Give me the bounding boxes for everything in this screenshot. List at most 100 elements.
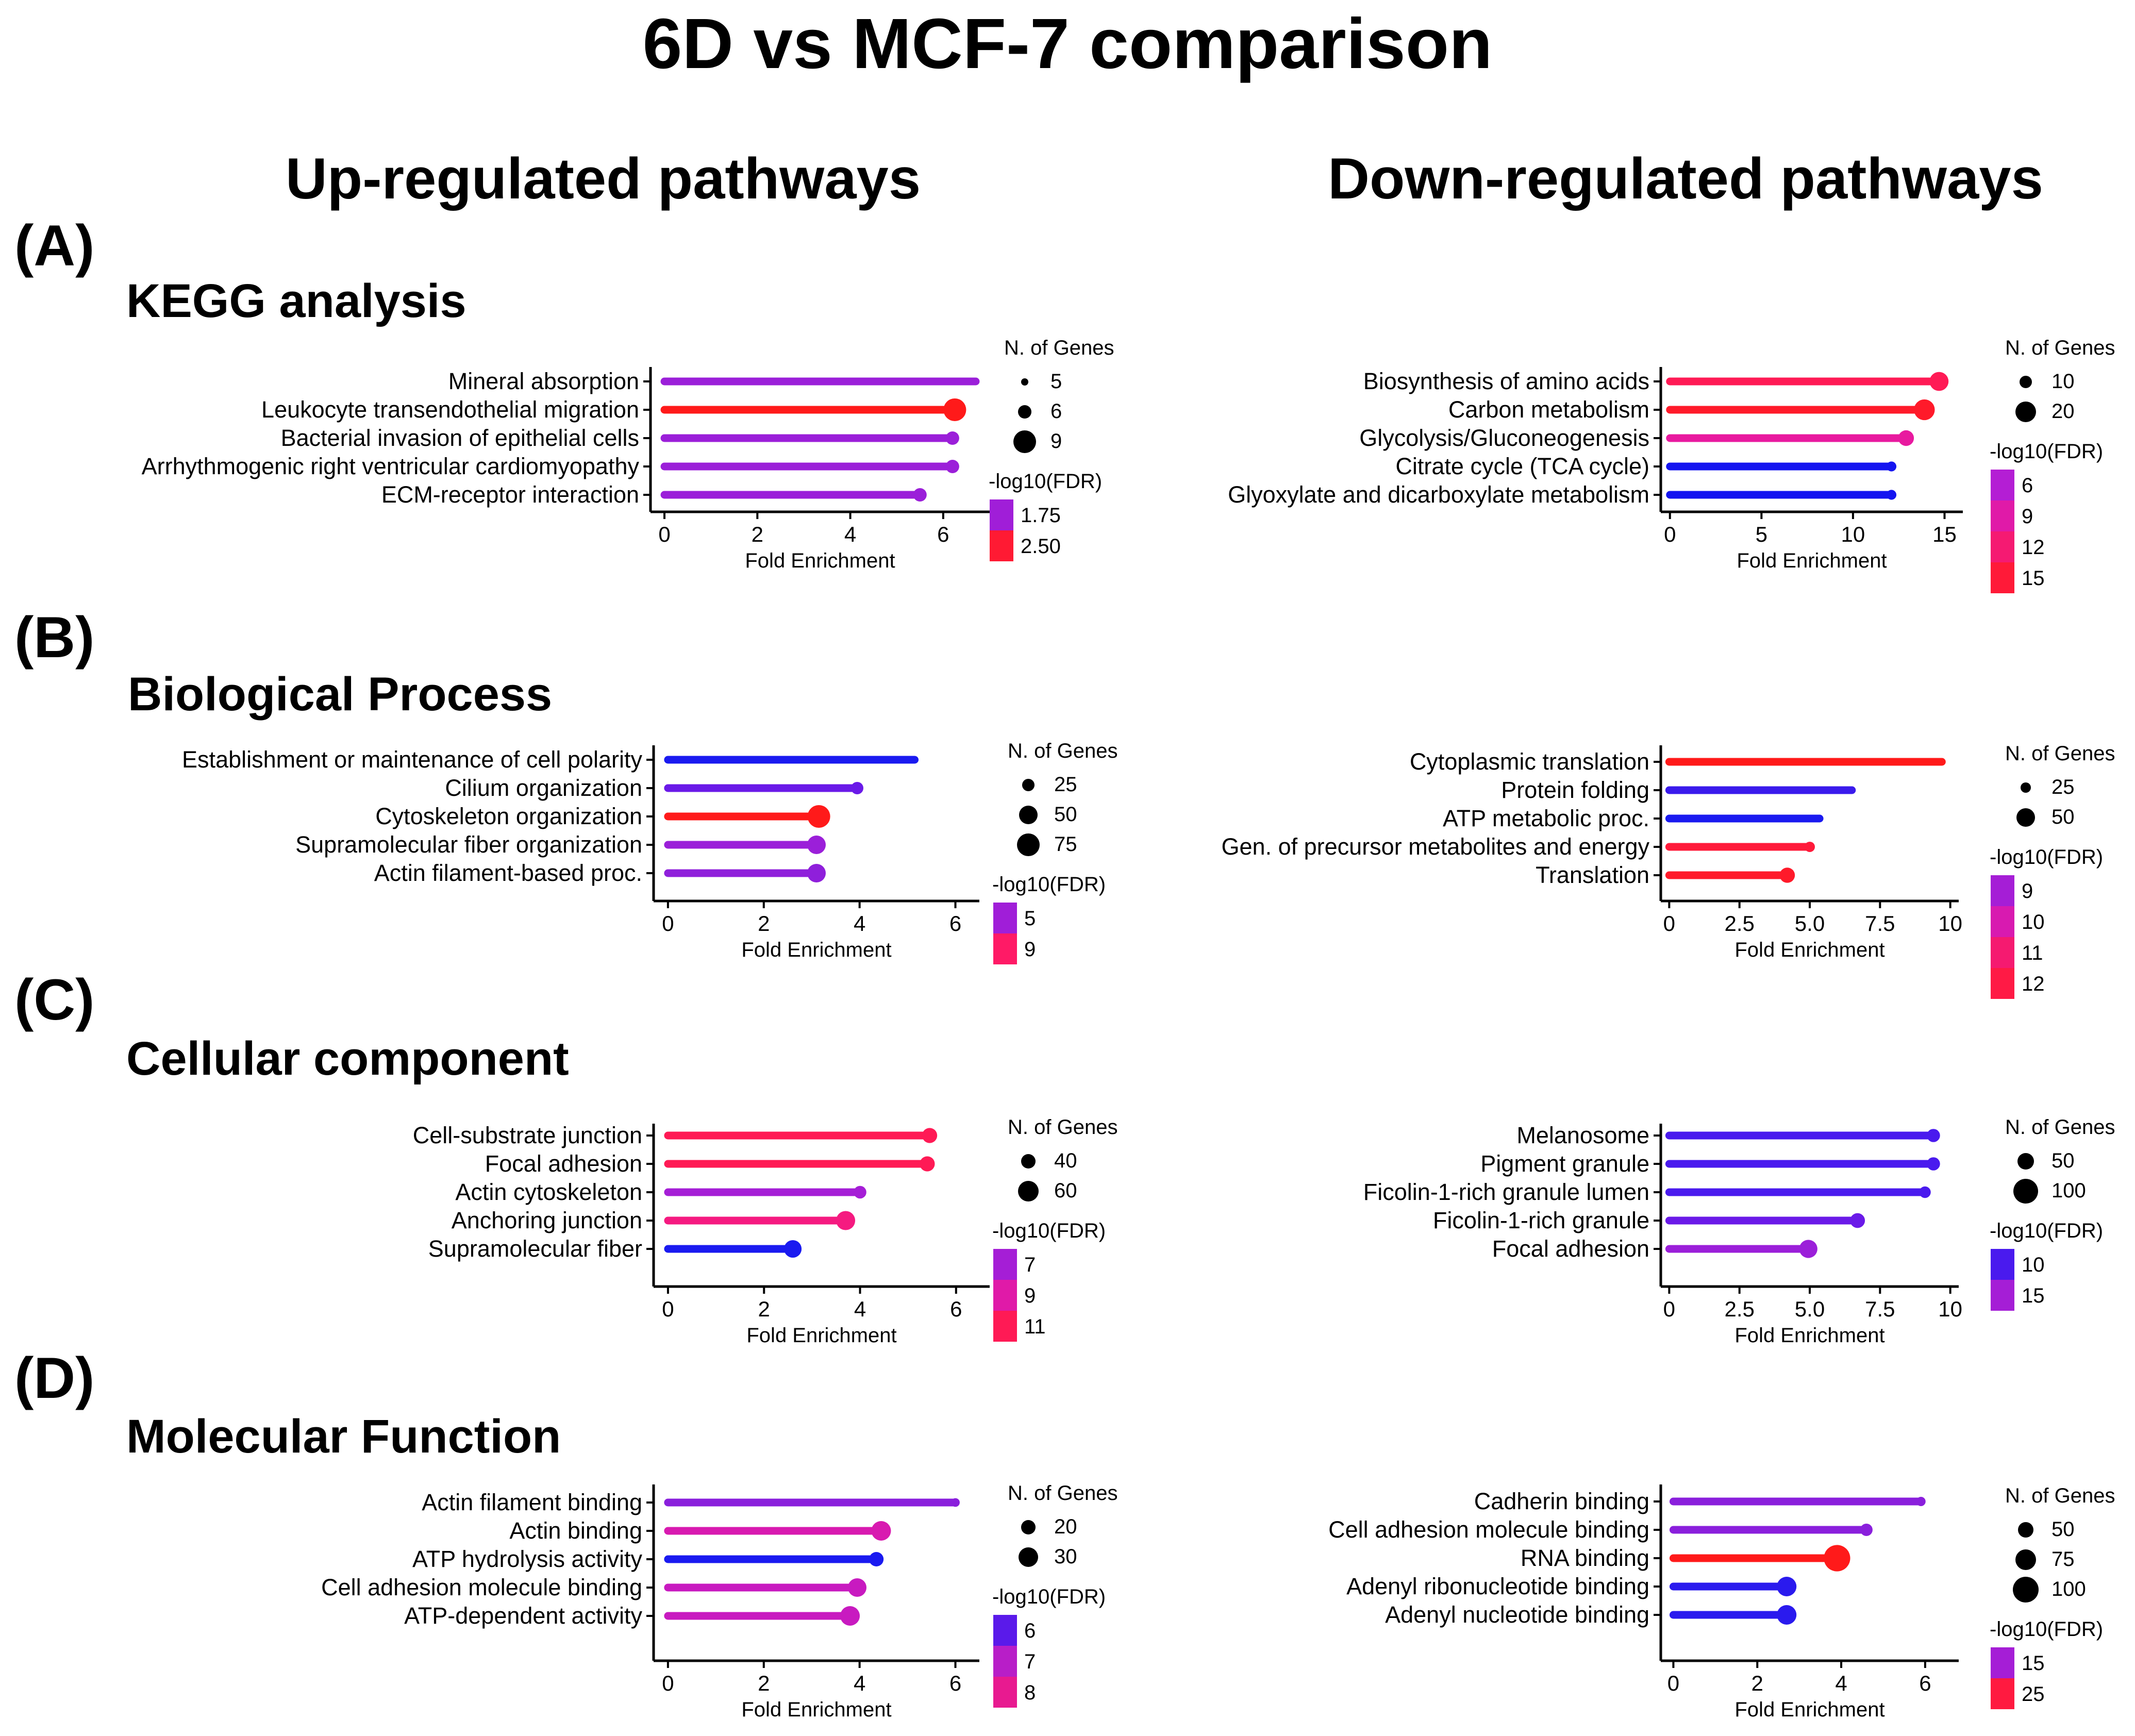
x-tick-label: 0 [658,522,670,546]
category-label: Bacterial invasion of epithelial cells [281,425,639,451]
lollipop-point [807,805,830,828]
color-legend-label: 15 [2022,1284,2045,1307]
figure-title: 6D vs MCF-7 comparison [643,4,1493,84]
lollipop-point [1886,490,1897,500]
category-label: Protein folding [1501,777,1649,803]
color-legend-swatch [990,499,1013,530]
lollipop-point [1824,1545,1850,1572]
color-legend-label: 12 [2022,536,2045,559]
panel-A-up: 0 2 4 6 Fold Enrichment Mineral absorptionLeu… [142,337,1114,572]
size-legend-label: 50 [1054,803,1077,826]
x-tick-label: 0 [662,1297,674,1321]
lollipop-point [945,460,959,473]
category-label: Biosynthesis of amino acids [1363,368,1649,394]
lollipop-point [1777,1605,1797,1625]
lollipop-point [972,378,979,385]
x-tick-label: 4 [854,1671,865,1695]
category-label: Cell adhesion molecule binding [321,1574,642,1600]
x-tick-label: 4 [844,522,856,546]
section-name-cc: Cellular component [126,1032,569,1085]
color-legend-swatch [1991,968,2014,999]
size-legend-key [1022,779,1035,791]
color-legend-label: 11 [1024,1315,1046,1338]
lollipop-point [1898,430,1914,446]
lollipop-point [1939,759,1945,765]
lollipop-point [1886,461,1897,472]
lollipop-point [871,1521,891,1541]
category-label: Pigment granule [1480,1150,1649,1177]
category-label: Cytoplasmic translation [1410,748,1649,775]
x-tick-label: 4 [1835,1671,1847,1695]
size-legend-key [2018,1522,2033,1538]
size-legend-key [2013,1577,2039,1603]
size-legend-title: N. of Genes [1008,1116,1117,1139]
size-legend-label: 6 [1050,400,1062,423]
lollipop-point [922,1128,938,1143]
size-legend-title: N. of Genes [2005,1116,2115,1139]
section-label-b: (B) [14,605,94,670]
x-axis-label: Fold Enrichment [1734,939,1884,961]
color-legend-label: 9 [2022,505,2033,528]
lollipop-point [784,1240,802,1258]
category-label: ATP hydrolysis activity [412,1546,642,1572]
size-legend-label: 20 [1054,1515,1077,1538]
lollipop-point [869,1552,884,1566]
color-legend-swatch [993,1646,1017,1677]
color-legend-swatch [990,530,1013,561]
size-legend-key [1013,430,1036,453]
category-label: ATP-dependent activity [404,1603,642,1629]
size-legend-key [1021,1520,1036,1534]
x-tick-label: 10 [1938,911,1962,936]
color-legend-label: 9 [1024,1284,1036,1307]
panel-B-down: 0 2.5 5.0 7.5 10 Fold Enrichment Cytoplasmic t… [1222,742,2115,999]
size-legend-label: 50 [2051,1149,2075,1172]
color-legend-swatch [1991,562,2014,593]
size-legend-key [2017,1153,2034,1170]
color-legend-label: 10 [2022,911,2045,933]
size-legend-key [2016,808,2035,827]
x-tick-label: 0 [1667,1671,1679,1695]
size-legend-title: N. of Genes [1008,1482,1117,1505]
size-legend-title: N. of Genes [2005,1484,2115,1507]
category-label: Cadherin binding [1474,1488,1649,1514]
color-legend-label: 8 [1024,1681,1036,1704]
x-tick-label: 6 [937,522,949,546]
color-legend-swatch [1991,500,2014,531]
lollipop-point [943,398,966,421]
size-legend-key [1021,1154,1036,1169]
category-label: Establishment or maintenance of cell pol… [182,746,642,773]
lollipop-point [1914,399,1935,421]
color-legend-title: -log10(FDR) [989,470,1102,493]
section-name-mf: Molecular Function [126,1410,561,1463]
category-label: Ficolin-1-rich granule lumen [1363,1179,1649,1205]
section-label-c: (C) [14,967,94,1032]
category-label: Adenyl ribonucleotide binding [1346,1573,1649,1599]
category-label: Cell adhesion molecule binding [1328,1516,1649,1543]
color-legend-label: 25 [2022,1683,2045,1706]
lollipop-point [848,1578,866,1597]
size-legend-label: 100 [2051,1179,2086,1202]
color-legend-label: 15 [2022,567,2045,590]
x-tick-label: 6 [949,1671,961,1695]
color-legend-title: -log10(FDR) [992,873,1106,896]
size-legend-label: 100 [2051,1578,2086,1600]
size-legend-key [1018,405,1031,419]
lollipop-point [1777,1577,1797,1596]
size-legend-label: 9 [1050,430,1062,453]
size-legend-key [2021,782,2031,793]
x-tick-label: 7.5 [1865,1297,1895,1321]
section-label-a: (A) [14,213,94,278]
size-legend-title: N. of Genes [2005,742,2115,765]
color-legend-swatch [1991,937,2014,968]
x-tick-label: 2.5 [1724,1297,1754,1321]
lollipop-point [836,1211,856,1230]
size-legend-key [1019,1547,1038,1567]
color-legend-title: -log10(FDR) [992,1585,1106,1608]
size-legend-key [1018,1181,1039,1201]
category-label: Leukocyte transendothelial migration [261,396,639,423]
lollipop-point [1815,814,1824,823]
x-tick-label: 2.5 [1724,911,1754,936]
color-legend-label: 10 [2022,1254,2045,1276]
size-legend-key [1019,806,1038,824]
